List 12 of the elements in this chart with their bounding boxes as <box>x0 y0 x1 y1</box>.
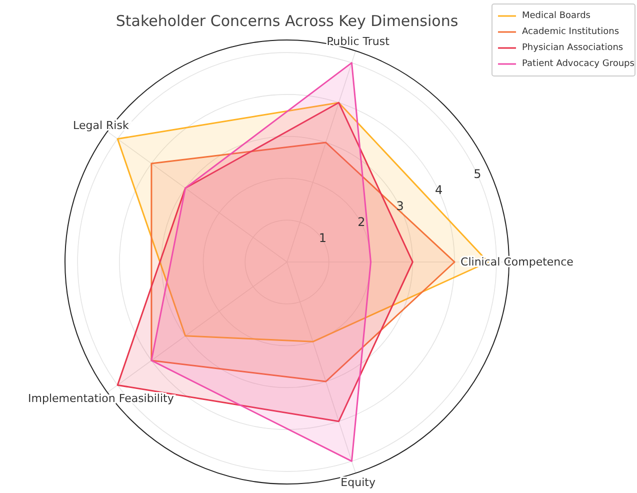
spoke-label: Equity <box>340 476 376 490</box>
y-tick-label: 2 <box>358 214 366 229</box>
text: Stakeholder Concerns Across Key Dimensions <box>116 12 458 30</box>
y-tick-label: 1 <box>318 230 327 245</box>
legend-label: Academic Institutions <box>522 27 620 37</box>
y-tick-label: 3 <box>396 198 404 213</box>
spoke-label: Public Trust <box>326 34 390 48</box>
legend-label: Physician Associations <box>522 43 624 53</box>
y-tick-label: 4 <box>434 182 443 197</box>
legend-label: Patient Advocacy Groups <box>522 59 635 69</box>
legend-label: Medical Boards <box>522 11 591 21</box>
y-tick-label: 5 <box>474 166 482 181</box>
